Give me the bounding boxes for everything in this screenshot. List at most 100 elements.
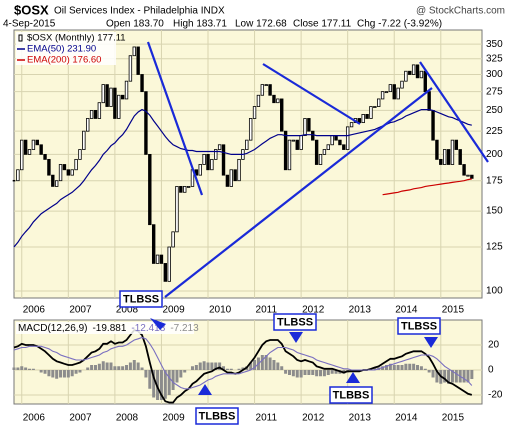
histogram-bar [334, 370, 338, 374]
histogram-bar [31, 368, 35, 370]
candle [384, 91, 389, 94]
histogram-bar [113, 366, 117, 370]
candle [338, 139, 342, 146]
candle [314, 139, 319, 165]
candle [159, 254, 164, 264]
histogram-bar [392, 365, 396, 370]
histogram-bar [132, 360, 136, 370]
arrow [198, 384, 212, 395]
histogram-bar [408, 363, 412, 370]
candle [136, 46, 140, 75]
histogram-bar [214, 362, 218, 370]
candle [342, 144, 346, 150]
histogram-bar [78, 370, 82, 373]
candle [221, 144, 226, 176]
histogram-bar [229, 368, 233, 370]
candle [287, 139, 292, 171]
quote: High 183.71 [173, 19, 227, 30]
candle [89, 110, 94, 119]
histogram-bar [12, 367, 16, 370]
histogram-bar [105, 362, 109, 370]
candle [470, 174, 474, 179]
candle [117, 94, 121, 119]
candle [435, 139, 439, 160]
histogram-bar [315, 370, 319, 377]
histogram-bar [55, 370, 59, 379]
candle [155, 254, 160, 264]
y-tick-label: 100 [486, 286, 503, 297]
histogram-bar [210, 362, 214, 370]
candle [225, 174, 230, 187]
candle [295, 139, 299, 150]
histogram-bar [225, 368, 229, 370]
histogram-bar [66, 370, 70, 378]
histogram-bar [24, 367, 28, 370]
candle [20, 139, 24, 171]
candle [431, 110, 435, 141]
histogram-bar [97, 363, 101, 370]
histogram-bar [311, 370, 315, 375]
candle [427, 91, 431, 111]
histogram-bar [249, 362, 253, 370]
candle [392, 84, 396, 100]
candle [322, 149, 327, 155]
candle [186, 186, 191, 188]
histogram-bar [198, 362, 202, 370]
macd-label-part: -19.881 [92, 323, 126, 334]
candle [43, 153, 47, 160]
candle [58, 164, 63, 182]
x-tick-label: 2008 [116, 413, 139, 424]
histogram-bar [206, 362, 210, 370]
candle [423, 70, 427, 93]
callout-text: TLBBS [199, 410, 236, 422]
arrow [346, 372, 360, 383]
histogram-bar [276, 362, 280, 370]
macd-line [13, 336, 473, 390]
histogram-bar [388, 363, 392, 370]
candle [268, 84, 272, 96]
histogram-bar [454, 370, 458, 383]
y-tick-label: 275 [486, 86, 503, 97]
candle [128, 55, 133, 82]
histogram-bar [319, 370, 323, 377]
histogram-bar [90, 365, 94, 370]
histogram-bar [171, 370, 175, 390]
candle [27, 149, 32, 155]
candle [144, 91, 148, 155]
arrow [150, 318, 166, 330]
histogram-bar [396, 365, 400, 370]
candle [260, 84, 265, 96]
candle [446, 149, 451, 165]
legend-box [16, 322, 194, 334]
histogram-bar [431, 370, 435, 378]
histogram-bar [307, 370, 311, 375]
candle [66, 169, 71, 176]
candle [229, 169, 233, 187]
x-tick-label: 2007 [69, 305, 92, 316]
y-tick-label: 125 [486, 242, 503, 253]
candle [369, 106, 373, 119]
candle [70, 169, 74, 176]
candle [458, 149, 462, 165]
y-tick-label: 20 [488, 340, 500, 351]
histogram-bar [272, 360, 276, 370]
histogram-bar [381, 366, 385, 370]
title: $OSX [14, 2, 49, 17]
candle [307, 118, 311, 132]
candle [148, 153, 152, 226]
callout-text: TLBSS [401, 320, 437, 332]
histogram-bar [419, 366, 423, 370]
quote: Low 172.68 [235, 19, 287, 30]
callout: TLBBS [329, 386, 373, 404]
histogram-bar [287, 370, 291, 375]
y-tick-label: 0 [488, 365, 494, 376]
histogram-bar [125, 365, 129, 370]
candle [97, 102, 102, 119]
histogram-bar [218, 362, 222, 370]
candle [167, 246, 171, 282]
candle [62, 164, 67, 171]
trend-line [164, 87, 433, 298]
candle [380, 91, 385, 100]
histogram-bar [121, 366, 125, 370]
callout: TLBSS [397, 317, 441, 335]
